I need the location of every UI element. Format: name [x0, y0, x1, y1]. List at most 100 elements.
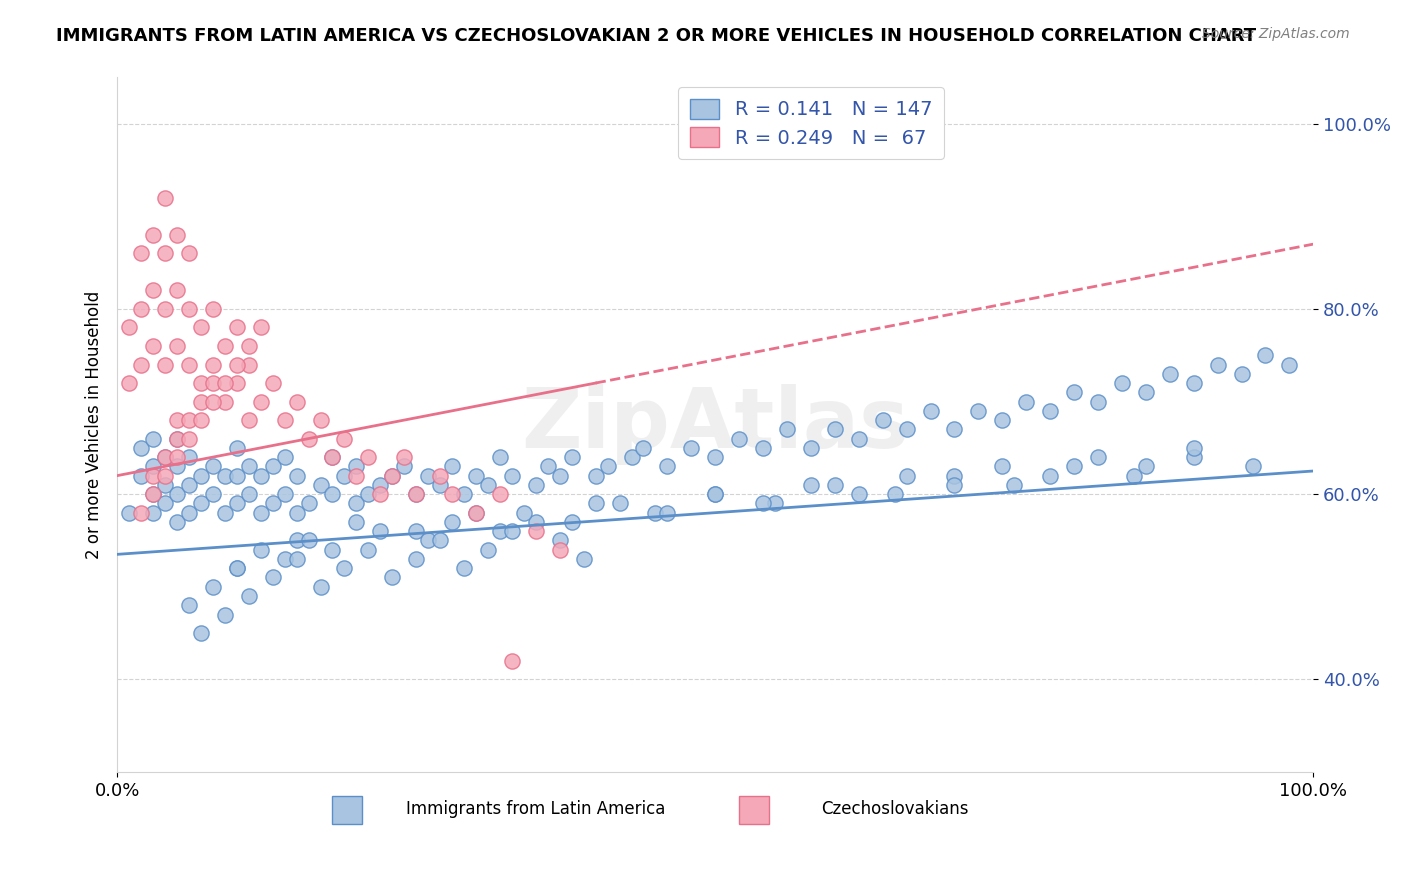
Point [489, 450, 512, 464]
Point [166, 284, 188, 298]
Point [524, 478, 547, 492]
Point [1182, 441, 1205, 455]
Point [1182, 450, 1205, 464]
Point [896, 468, 918, 483]
Point [238, 459, 260, 474]
Point [418, 533, 440, 548]
Point [800, 441, 823, 455]
Point [405, 487, 427, 501]
Point [800, 478, 823, 492]
Point [465, 506, 488, 520]
Point [177, 301, 200, 316]
Point [370, 487, 392, 501]
Point [225, 468, 247, 483]
Point [238, 358, 260, 372]
Point [238, 413, 260, 427]
Point [153, 450, 176, 464]
Point [321, 542, 343, 557]
Y-axis label: 2 or more Vehicles in Household: 2 or more Vehicles in Household [86, 291, 103, 558]
Point [405, 487, 427, 501]
Point [513, 506, 536, 520]
Point [238, 339, 260, 353]
Point [848, 487, 870, 501]
Point [1135, 385, 1157, 400]
Point [225, 441, 247, 455]
Point [142, 459, 165, 474]
Point [190, 320, 212, 334]
Point [657, 459, 679, 474]
Point [943, 468, 966, 483]
Point [441, 459, 464, 474]
Point [1039, 404, 1062, 418]
Point [501, 654, 523, 668]
Point [201, 376, 224, 390]
Point [344, 496, 367, 510]
Point [394, 459, 416, 474]
Point [166, 413, 188, 427]
Point [142, 432, 165, 446]
Point [142, 468, 165, 483]
Point [129, 301, 152, 316]
Point [177, 246, 200, 260]
Point [201, 301, 224, 316]
Text: ZipAtlas: ZipAtlas [522, 384, 910, 466]
Point [394, 450, 416, 464]
Point [501, 468, 523, 483]
Point [763, 496, 786, 510]
Point [142, 339, 165, 353]
Point [548, 542, 571, 557]
Point [1087, 450, 1109, 464]
Point [1063, 459, 1085, 474]
Point [225, 496, 247, 510]
Point [704, 487, 727, 501]
Point [561, 450, 583, 464]
Point [357, 542, 380, 557]
Point [153, 468, 176, 483]
Point [249, 542, 271, 557]
Point [129, 441, 152, 455]
Point [333, 561, 356, 575]
Point [943, 422, 966, 436]
Point [190, 394, 212, 409]
Point [548, 468, 571, 483]
Point [153, 358, 176, 372]
Point [214, 506, 236, 520]
Point [776, 422, 799, 436]
Point [489, 487, 512, 501]
Point [177, 478, 200, 492]
Point [142, 487, 165, 501]
Point [381, 468, 404, 483]
Text: Source: ZipAtlas.com: Source: ZipAtlas.com [1202, 27, 1350, 41]
Point [262, 376, 284, 390]
Point [344, 515, 367, 529]
Point [752, 496, 775, 510]
Point [142, 487, 165, 501]
Point [321, 487, 343, 501]
Point [1015, 394, 1038, 409]
Text: Immigrants from Latin America: Immigrants from Latin America [406, 799, 665, 818]
Point [321, 450, 343, 464]
Point [249, 506, 271, 520]
Point [344, 459, 367, 474]
Point [153, 450, 176, 464]
Point [142, 284, 165, 298]
Point [501, 524, 523, 539]
Bar [332, 797, 363, 824]
Point [201, 487, 224, 501]
Point [177, 450, 200, 464]
Point [225, 561, 247, 575]
Point [166, 459, 188, 474]
Point [370, 524, 392, 539]
Point [238, 487, 260, 501]
Point [285, 468, 308, 483]
Point [333, 468, 356, 483]
Point [190, 626, 212, 640]
Point [524, 524, 547, 539]
Point [214, 468, 236, 483]
Point [524, 515, 547, 529]
Point [585, 468, 607, 483]
Point [824, 478, 846, 492]
Point [285, 552, 308, 566]
Point [1087, 394, 1109, 409]
Point [429, 533, 451, 548]
